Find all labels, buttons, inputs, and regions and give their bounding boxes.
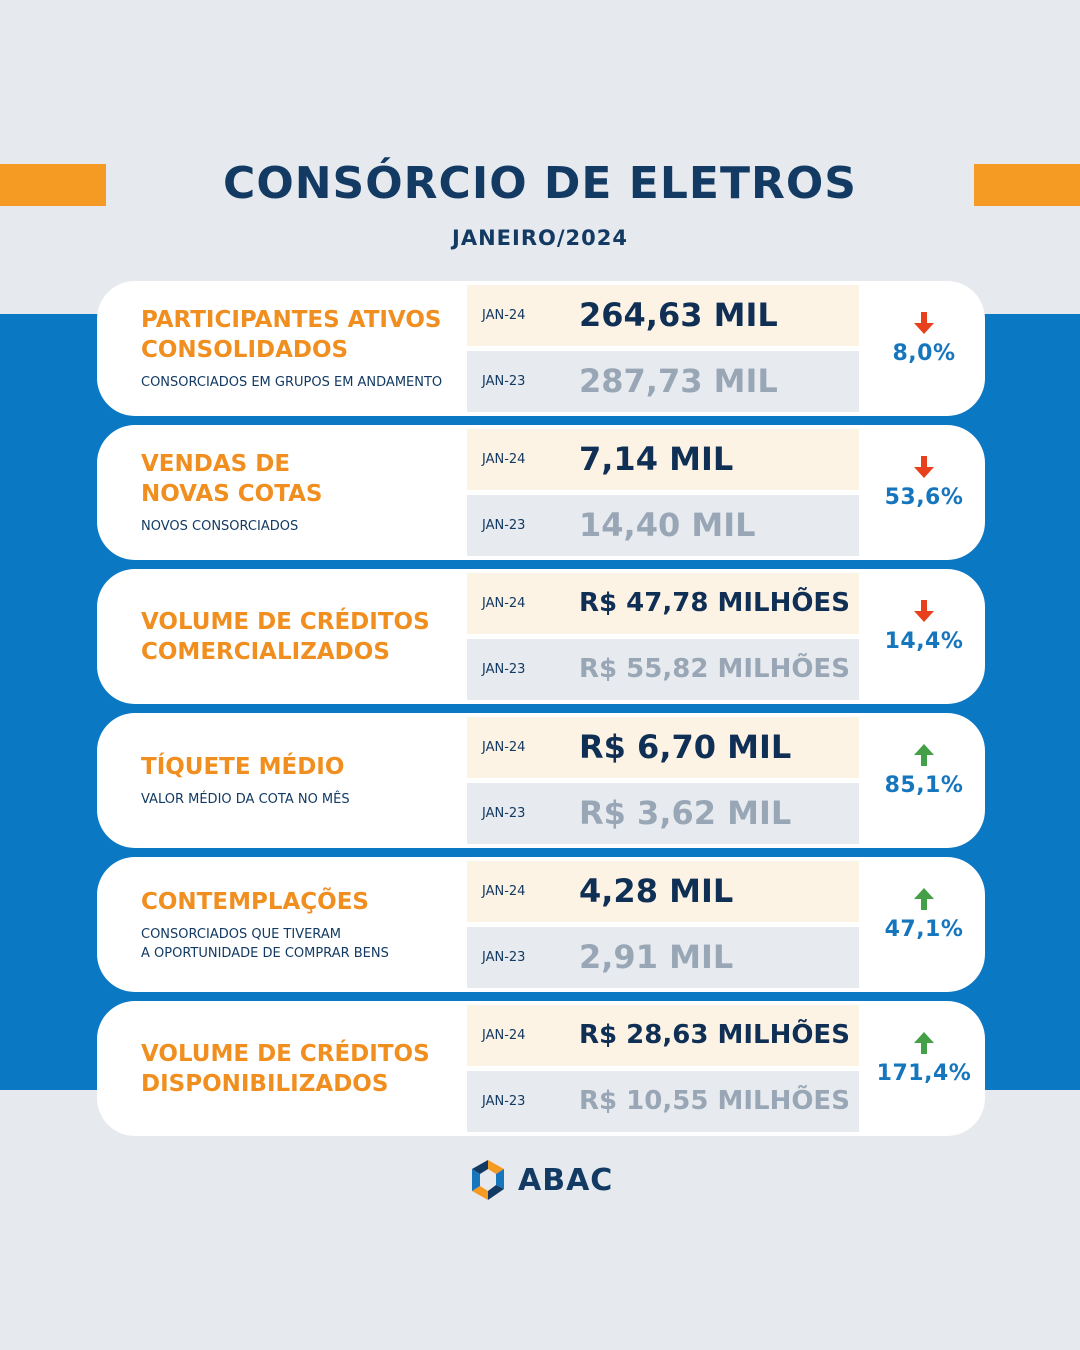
change-percent: 85,1%	[884, 773, 964, 798]
change-percent: 14,4%	[884, 629, 964, 654]
current-value: R$ 28,63 MILHÕES	[579, 1020, 850, 1050]
arrow-down-icon	[914, 456, 934, 478]
change-indicator: 47,1%	[869, 887, 979, 942]
metric-label: CONTEMPLAÇÕES CONSORCIADOS QUE TIVERAM A …	[141, 857, 461, 992]
change-indicator: 14,4%	[869, 599, 979, 654]
current-value: R$ 47,78 MILHÕES	[579, 588, 850, 618]
current-value: 4,28 MIL	[579, 872, 734, 910]
period-label: JAN-24	[482, 452, 526, 467]
change-indicator: 85,1%	[869, 743, 979, 798]
current-value: 7,14 MIL	[579, 440, 734, 478]
metric-title: VOLUME DE CRÉDITOS DISPONIBILIZADOS	[141, 1040, 430, 1097]
metric-label: VOLUME DE CRÉDITOS DISPONIBILIZADOS	[141, 1001, 461, 1136]
orange-accent-bar-right	[974, 164, 1080, 206]
metric-card: VENDAS DE NOVAS COTAS NOVOS CONSORCIADOS J…	[97, 425, 985, 560]
metric-card: VOLUME DE CRÉDITOS COMERCIALIZADOS JAN-24…	[97, 569, 985, 704]
metric-title: CONTEMPLAÇÕES	[141, 888, 369, 915]
current-value: 264,63 MIL	[579, 296, 778, 334]
orange-accent-bar-left	[0, 164, 106, 206]
previous-period-row: JAN-23 R$ 3,62 MIL	[467, 783, 859, 844]
metric-description: NOVOS CONSORCIADOS	[141, 519, 299, 534]
previous-period-row: JAN-23 R$ 10,55 MILHÕES	[467, 1071, 859, 1132]
previous-period-row: JAN-23 R$ 55,82 MILHÕES	[467, 639, 859, 700]
metric-description: VALOR MÉDIO DA COTA NO MÊS	[141, 792, 350, 807]
previous-value: R$ 55,82 MILHÕES	[579, 654, 850, 684]
previous-period-row: JAN-23 287,73 MIL	[467, 351, 859, 412]
metric-label: VOLUME DE CRÉDITOS COMERCIALIZADOS	[141, 569, 461, 704]
previous-period-row: JAN-23 2,91 MIL	[467, 927, 859, 988]
current-period-row: JAN-24 264,63 MIL	[467, 285, 859, 346]
abac-logo-icon	[472, 1160, 504, 1200]
previous-period-row: JAN-23 14,40 MIL	[467, 495, 859, 556]
period-label: JAN-24	[482, 884, 526, 899]
metric-title: TÍQUETE MÉDIO	[141, 754, 345, 780]
previous-value: 2,91 MIL	[579, 938, 734, 976]
current-value: R$ 6,70 MIL	[579, 728, 792, 766]
metric-label: VENDAS DE NOVAS COTAS NOVOS CONSORCIADOS	[141, 425, 461, 560]
period-label: JAN-23	[482, 374, 526, 389]
change-percent: 171,4%	[876, 1061, 972, 1086]
period-label: JAN-24	[482, 740, 526, 755]
metric-description: CONSORCIADOS EM GRUPOS EM ANDAMENTO	[141, 375, 443, 390]
change-percent: 8,0%	[892, 341, 956, 366]
metric-label: TÍQUETE MÉDIO VALOR MÉDIO DA COTA NO MÊS	[141, 713, 461, 848]
period-label: JAN-24	[482, 596, 526, 611]
period-label: JAN-23	[482, 950, 526, 965]
period-label: JAN-24	[482, 1028, 526, 1043]
metric-card: TÍQUETE MÉDIO VALOR MÉDIO DA COTA NO MÊS J…	[97, 713, 985, 848]
current-period-row: JAN-24 4,28 MIL	[467, 861, 859, 922]
current-period-row: JAN-24 R$ 6,70 MIL	[467, 717, 859, 778]
period-label: JAN-23	[482, 662, 526, 677]
change-indicator: 53,6%	[869, 455, 979, 510]
metric-card: CONTEMPLAÇÕES CONSORCIADOS QUE TIVERAM A …	[97, 857, 985, 992]
change-indicator: 8,0%	[869, 311, 979, 366]
current-period-row: JAN-24 R$ 47,78 MILHÕES	[467, 573, 859, 634]
metric-description: CONSORCIADOS QUE TIVERAM A OPORTUNIDADE …	[141, 926, 389, 961]
change-indicator: 171,4%	[869, 1031, 979, 1086]
change-percent: 53,6%	[884, 485, 964, 510]
arrow-up-icon	[914, 888, 934, 910]
change-percent: 47,1%	[884, 917, 964, 942]
current-period-row: JAN-24 R$ 28,63 MILHÕES	[467, 1005, 859, 1066]
previous-value: R$ 10,55 MILHÕES	[579, 1086, 850, 1116]
metric-label: PARTICIPANTES ATIVOS CONSOLIDADOS CONSORC…	[141, 281, 461, 416]
previous-value: R$ 3,62 MIL	[579, 794, 792, 832]
abac-logo: ABAC	[466, 1158, 613, 1202]
page-subtitle: JANEIRO/2024	[452, 226, 628, 250]
metric-title: VENDAS DE NOVAS COTAS	[141, 451, 323, 507]
period-label: JAN-23	[482, 518, 526, 533]
period-label: JAN-23	[482, 1094, 526, 1109]
metric-title: VOLUME DE CRÉDITOS COMERCIALIZADOS	[141, 608, 430, 665]
current-period-row: JAN-24 7,14 MIL	[467, 429, 859, 490]
page-title: CONSÓRCIO DE ELETROS	[223, 158, 857, 209]
period-label: JAN-24	[482, 308, 526, 323]
previous-value: 14,40 MIL	[579, 506, 756, 544]
logo-text: ABAC	[518, 1162, 614, 1198]
arrow-down-icon	[914, 600, 934, 622]
arrow-down-icon	[914, 312, 934, 334]
previous-value: 287,73 MIL	[579, 362, 778, 400]
metric-card: PARTICIPANTES ATIVOS CONSOLIDADOS CONSORC…	[97, 281, 985, 416]
metric-title: PARTICIPANTES ATIVOS CONSOLIDADOS	[141, 307, 442, 363]
period-label: JAN-23	[482, 806, 526, 821]
arrow-up-icon	[914, 744, 934, 766]
metric-card: VOLUME DE CRÉDITOS DISPONIBILIZADOS JAN-2…	[97, 1001, 985, 1136]
arrow-up-icon	[914, 1032, 934, 1054]
